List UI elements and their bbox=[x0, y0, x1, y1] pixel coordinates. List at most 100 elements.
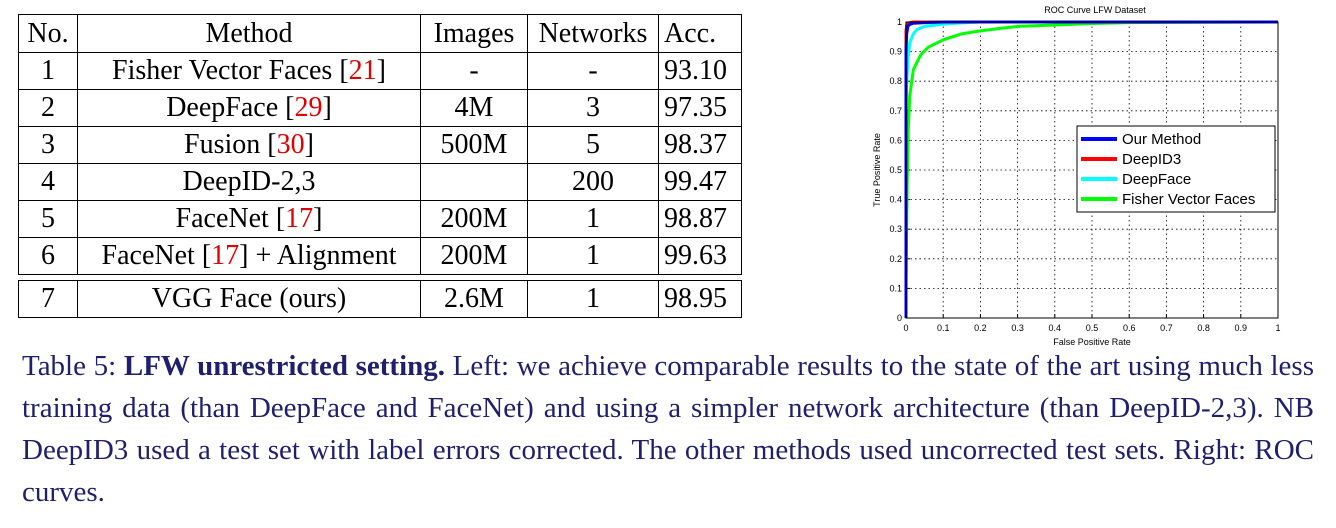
table-row: 5 FaceNet [17] 200M 1 98.87 bbox=[18, 200, 742, 238]
x-tick-labels: 0 0.1 0.2 0.3 0.4 0.5 0.6 0.7 0.8 0.9 1 bbox=[903, 323, 1280, 333]
cell-no: 6 bbox=[18, 237, 78, 275]
method-name: Fisher Vector Faces bbox=[112, 55, 333, 86]
legend-label: DeepID3 bbox=[1122, 151, 1181, 168]
caption-bold: LFW unrestricted setting. bbox=[123, 350, 446, 382]
caption-text: Left: we achieve comparable results to t… bbox=[22, 350, 1314, 508]
cell-no: 2 bbox=[18, 89, 78, 127]
citation-link[interactable]: 17 bbox=[285, 203, 314, 234]
cell-images: 500M bbox=[420, 126, 528, 164]
x-tick-label: 0.7 bbox=[1160, 323, 1173, 333]
header-images: Images bbox=[420, 14, 528, 53]
cell-networks: 200 bbox=[527, 163, 659, 201]
cell-images: 200M bbox=[420, 200, 528, 238]
header-networks: Networks bbox=[527, 14, 659, 53]
cell-no: 4 bbox=[18, 163, 78, 201]
x-tick-label: 0.2 bbox=[974, 323, 987, 333]
header-acc: Acc. bbox=[658, 14, 742, 53]
table-row: 3 Fusion [30] 500M 5 98.37 bbox=[18, 126, 742, 164]
cell-acc: 93.10 bbox=[658, 52, 742, 90]
method-suffix: + Alignment bbox=[248, 240, 397, 271]
x-tick-label: 0.3 bbox=[1011, 323, 1024, 333]
table-row: 1 Fisher Vector Faces [21] - -93.10 bbox=[18, 52, 742, 90]
cell-no: 5 bbox=[18, 200, 78, 238]
caption-label: Table 5: bbox=[22, 350, 124, 382]
cell-networks: - bbox=[527, 52, 659, 90]
cell-method: Fusion [30] bbox=[77, 126, 421, 164]
y-tick-label: 0.3 bbox=[889, 224, 902, 234]
cell-networks: 1 bbox=[527, 237, 659, 275]
series-line-fisher-vector-faces bbox=[904, 20, 1279, 318]
cell-networks: 3 bbox=[527, 89, 659, 127]
method-name: FaceNet bbox=[175, 203, 269, 234]
cell-acc: 98.37 bbox=[658, 126, 742, 164]
cell-images: 200M bbox=[420, 237, 528, 275]
table-row: 4 DeepID-2,3 200 99.47 bbox=[18, 163, 742, 201]
x-tick-label: 0.6 bbox=[1123, 323, 1136, 333]
cell-acc: 99.47 bbox=[658, 163, 742, 201]
legend-label: Fisher Vector Faces bbox=[1122, 191, 1255, 208]
legend-label: DeepFace bbox=[1122, 171, 1191, 188]
y-tick-label: 0.7 bbox=[889, 106, 902, 116]
x-tick-label: 0.9 bbox=[1235, 323, 1248, 333]
y-tick-label: 0 bbox=[897, 313, 902, 323]
cell-networks: 1 bbox=[527, 200, 659, 238]
y-tick-label: 0.1 bbox=[889, 283, 902, 293]
chart-legend: Our Method DeepID3 DeepFace Fisher Vector F… bbox=[1076, 125, 1276, 213]
citation-link[interactable]: 17 bbox=[211, 240, 240, 271]
table-row: 2 DeepFace [29] 4M 3 97.35 bbox=[18, 89, 742, 127]
cell-images: 4M bbox=[420, 89, 528, 127]
cell-networks: 5 bbox=[527, 126, 659, 164]
cell-method: FaceNet [17] + Alignment bbox=[77, 237, 421, 275]
cell-networks: 1 bbox=[527, 280, 659, 318]
cell-method: DeepID-2,3 bbox=[77, 163, 421, 201]
y-tick-labels: 0 0.1 0.2 0.3 0.4 0.5 0.6 0.7 0.8 0.9 1 bbox=[889, 17, 902, 323]
y-tick-label: 0.9 bbox=[889, 47, 902, 57]
y-tick-label: 0.6 bbox=[889, 135, 902, 145]
cell-no: 3 bbox=[18, 126, 78, 164]
y-tick-label: 0.2 bbox=[889, 254, 902, 264]
x-tick-label: 0.4 bbox=[1049, 323, 1062, 333]
cell-acc: 98.95 bbox=[658, 280, 742, 318]
citation-link[interactable]: 29 bbox=[294, 92, 323, 123]
cell-images: - bbox=[420, 52, 528, 90]
x-tick-label: 0.1 bbox=[937, 323, 950, 333]
citation-link[interactable]: 30 bbox=[276, 129, 305, 160]
header-method: Method bbox=[77, 14, 421, 53]
table-body: 1 Fisher Vector Faces [21] - -93.10 2 DeepFac… bbox=[18, 52, 742, 318]
cell-no: 7 bbox=[18, 280, 78, 318]
roc-chart: ROC Curve LFW Dataset 0 0.1 0.2 0.3 0.4 0.5 0.… bbox=[872, 5, 1281, 347]
plot-frame bbox=[905, 21, 1279, 319]
table-header-row: No. Method Images Networks Acc. bbox=[18, 14, 742, 53]
cell-method: VGG Face (ours) bbox=[77, 280, 421, 318]
method-name: DeepFace bbox=[166, 92, 279, 123]
cell-no: 1 bbox=[18, 52, 78, 90]
cell-method: Fisher Vector Faces [21] bbox=[77, 52, 421, 90]
cell-images: 2.6M bbox=[420, 280, 528, 318]
chart-title: ROC Curve LFW Dataset bbox=[1044, 5, 1146, 15]
method-name: Fusion bbox=[184, 129, 261, 160]
legend-label: Our Method bbox=[1122, 131, 1201, 148]
header-no: No. bbox=[18, 14, 78, 53]
x-tick-label: 1 bbox=[1275, 323, 1280, 333]
method-name: DeepID-2,3 bbox=[182, 166, 316, 197]
y-tick-label: 1 bbox=[897, 17, 902, 27]
y-axis-label: True Positive Rate bbox=[872, 133, 882, 207]
table-caption: Table 5: LFW unrestricted setting. Left:… bbox=[22, 345, 1314, 513]
y-tick-label: 0.5 bbox=[889, 165, 902, 175]
y-tick-label: 0.8 bbox=[889, 76, 902, 86]
method-name: FaceNet bbox=[101, 240, 195, 271]
x-tick-label: 0.8 bbox=[1197, 323, 1210, 333]
table-row: 6 FaceNet [17] + Alignment 200M 1 99.63 bbox=[18, 237, 742, 275]
y-tick-label: 0.4 bbox=[889, 195, 902, 205]
cell-method: DeepFace [29] bbox=[77, 89, 421, 127]
cell-acc: 98.87 bbox=[658, 200, 742, 238]
results-table: No. Method Images Networks Acc. 1 Fisher … bbox=[18, 14, 742, 318]
x-axis-label: False Positive Rate bbox=[1053, 337, 1131, 347]
cell-images bbox=[420, 163, 528, 201]
x-tick-label: 0 bbox=[903, 323, 908, 333]
cell-method: FaceNet [17] bbox=[77, 200, 421, 238]
cell-acc: 99.63 bbox=[658, 237, 742, 275]
x-tick-label: 0.5 bbox=[1086, 323, 1099, 333]
citation-link[interactable]: 21 bbox=[348, 55, 377, 86]
cell-acc: 97.35 bbox=[658, 89, 742, 127]
